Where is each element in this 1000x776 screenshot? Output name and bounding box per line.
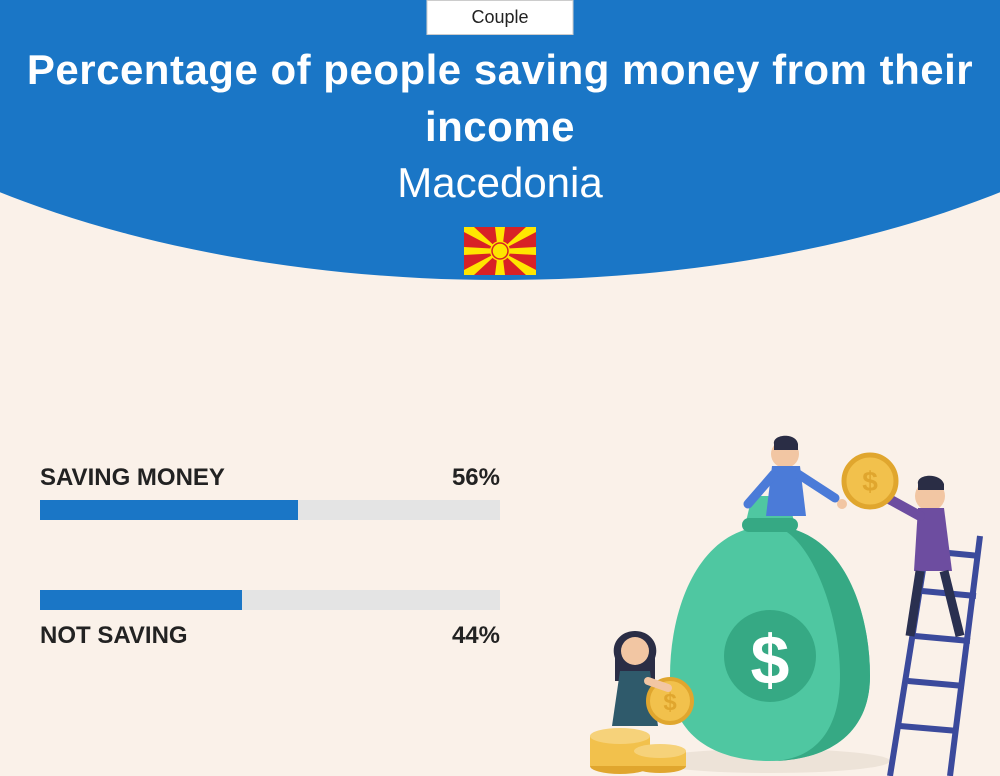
bar-not-saving: NOT SAVING 44% bbox=[40, 590, 500, 650]
svg-text:$: $ bbox=[862, 466, 878, 497]
svg-text:$: $ bbox=[751, 621, 790, 699]
bar-label-row: SAVING MONEY 56% bbox=[40, 464, 500, 492]
page-title: Percentage of people saving money from t… bbox=[0, 42, 1000, 155]
bar-value: 44% bbox=[452, 622, 500, 650]
macedonia-flag-icon bbox=[464, 227, 536, 275]
money-illustration: $ $ $ bbox=[560, 426, 990, 776]
man-ladder-icon: $ bbox=[844, 455, 960, 636]
bar-label: NOT SAVING bbox=[40, 622, 188, 650]
bar-label-row: NOT SAVING 44% bbox=[40, 622, 500, 650]
bar-label: SAVING MONEY bbox=[40, 464, 225, 492]
bar-fill bbox=[40, 590, 242, 610]
title-block: Percentage of people saving money from t… bbox=[0, 42, 1000, 275]
bars-area: SAVING MONEY 56% NOT SAVING 44% bbox=[40, 464, 500, 720]
bar-value: 56% bbox=[452, 464, 500, 492]
bar-fill bbox=[40, 500, 298, 520]
category-label: Couple bbox=[426, 0, 573, 35]
svg-text:$: $ bbox=[663, 689, 677, 716]
coin-stack-icon bbox=[590, 728, 686, 774]
bar-track bbox=[40, 500, 500, 520]
bar-track bbox=[40, 590, 500, 610]
country-name: Macedonia bbox=[0, 159, 1000, 207]
bar-saving: SAVING MONEY 56% bbox=[40, 464, 500, 520]
